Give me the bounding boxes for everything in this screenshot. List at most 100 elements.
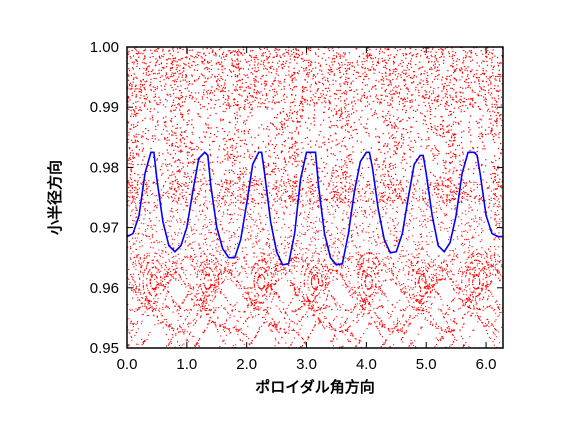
scatter-point [350,83,352,85]
scatter-point [344,235,346,237]
scatter-point [239,167,241,169]
scatter-point [461,273,464,275]
scatter-point [371,242,373,244]
scatter-point [471,59,474,61]
scatter-point [436,186,438,188]
scatter-point [238,109,241,111]
scatter-point [319,96,321,99]
scatter-point [296,111,298,114]
scatter-point [173,149,175,151]
scatter-point [277,157,280,159]
scatter-point [143,67,145,70]
scatter-point [253,88,255,91]
scatter-point [370,54,373,57]
scatter-point [222,103,224,105]
scatter-point [237,173,239,176]
scatter-point [403,69,405,72]
scatter-point [430,150,432,152]
scatter-point [218,194,220,196]
scatter-point [218,210,221,212]
scatter-point [196,79,198,81]
scatter-point [142,198,144,200]
scatter-point [394,141,396,143]
scatter-point [170,210,173,212]
scatter-point [344,54,346,56]
scatter-point [445,213,447,215]
scatter-point [218,73,220,76]
scatter-point [460,99,462,101]
scatter-point [402,53,404,55]
scatter-point [174,231,176,233]
scatter-point [484,93,486,96]
scatter-point [274,79,277,82]
scatter-point [131,49,133,52]
scatter-point [192,161,194,163]
scatter-point [262,55,264,57]
scatter-point [346,123,348,125]
scatter-point [144,230,146,232]
scatter-point [451,98,454,101]
scatter-point [259,231,262,233]
scatter-point [177,169,179,172]
scatter-point [301,151,303,154]
scatter-point [494,179,497,182]
scatter-point [287,178,290,181]
scatter-point [192,133,194,135]
scatter-point [410,94,413,96]
scatter-point [269,156,271,158]
scatter-point [309,86,311,88]
scatter-point [181,95,184,98]
scatter-point [157,199,159,201]
scatter-point [371,86,374,88]
scatter-point [224,110,226,113]
scatter-point [291,163,294,165]
scatter-point [293,198,295,201]
scatter-point [187,154,189,156]
scatter-point [351,240,353,242]
scatter-point [128,159,130,161]
scatter-point [342,238,344,240]
scatter-point [154,50,156,53]
scatter-point [178,244,180,247]
scatter-point [306,100,309,102]
scatter-point [413,193,415,196]
scatter-point [182,67,185,69]
scatter-point [324,175,326,178]
scatter-point [170,109,172,112]
scatter-point [424,105,427,107]
scatter-point [426,72,428,74]
scatter-point [281,144,283,146]
scatter-point [449,94,451,96]
scatter-point [328,107,331,109]
scatter-point [318,81,320,83]
scatter-point [135,154,138,156]
scatter-point [467,199,469,201]
scatter-point [279,55,281,57]
scatter-point [464,182,466,184]
scatter-point [283,124,285,126]
scatter-point [395,153,398,155]
scatter-point [130,253,132,255]
scatter-point [365,73,368,76]
scatter-point [143,86,145,89]
scatter-point [311,188,313,190]
scatter-point [134,179,136,182]
scatter-point [212,49,214,51]
scatter-point [349,67,351,69]
scatter-point [271,82,274,85]
scatter-point [488,185,490,187]
scatter-point [448,114,450,117]
scatter-point [248,156,250,158]
scatter-point [398,91,401,94]
scatter-point [461,231,463,233]
scatter-point [394,47,396,50]
scatter-point [470,60,472,62]
scatter-point [348,116,350,118]
scatter-point [453,167,455,169]
scatter-point [151,115,153,117]
scatter-point [252,96,255,98]
scatter-point [168,77,170,80]
scatter-point [284,101,286,104]
scatter-point [295,176,298,178]
scatter-point [133,126,135,128]
